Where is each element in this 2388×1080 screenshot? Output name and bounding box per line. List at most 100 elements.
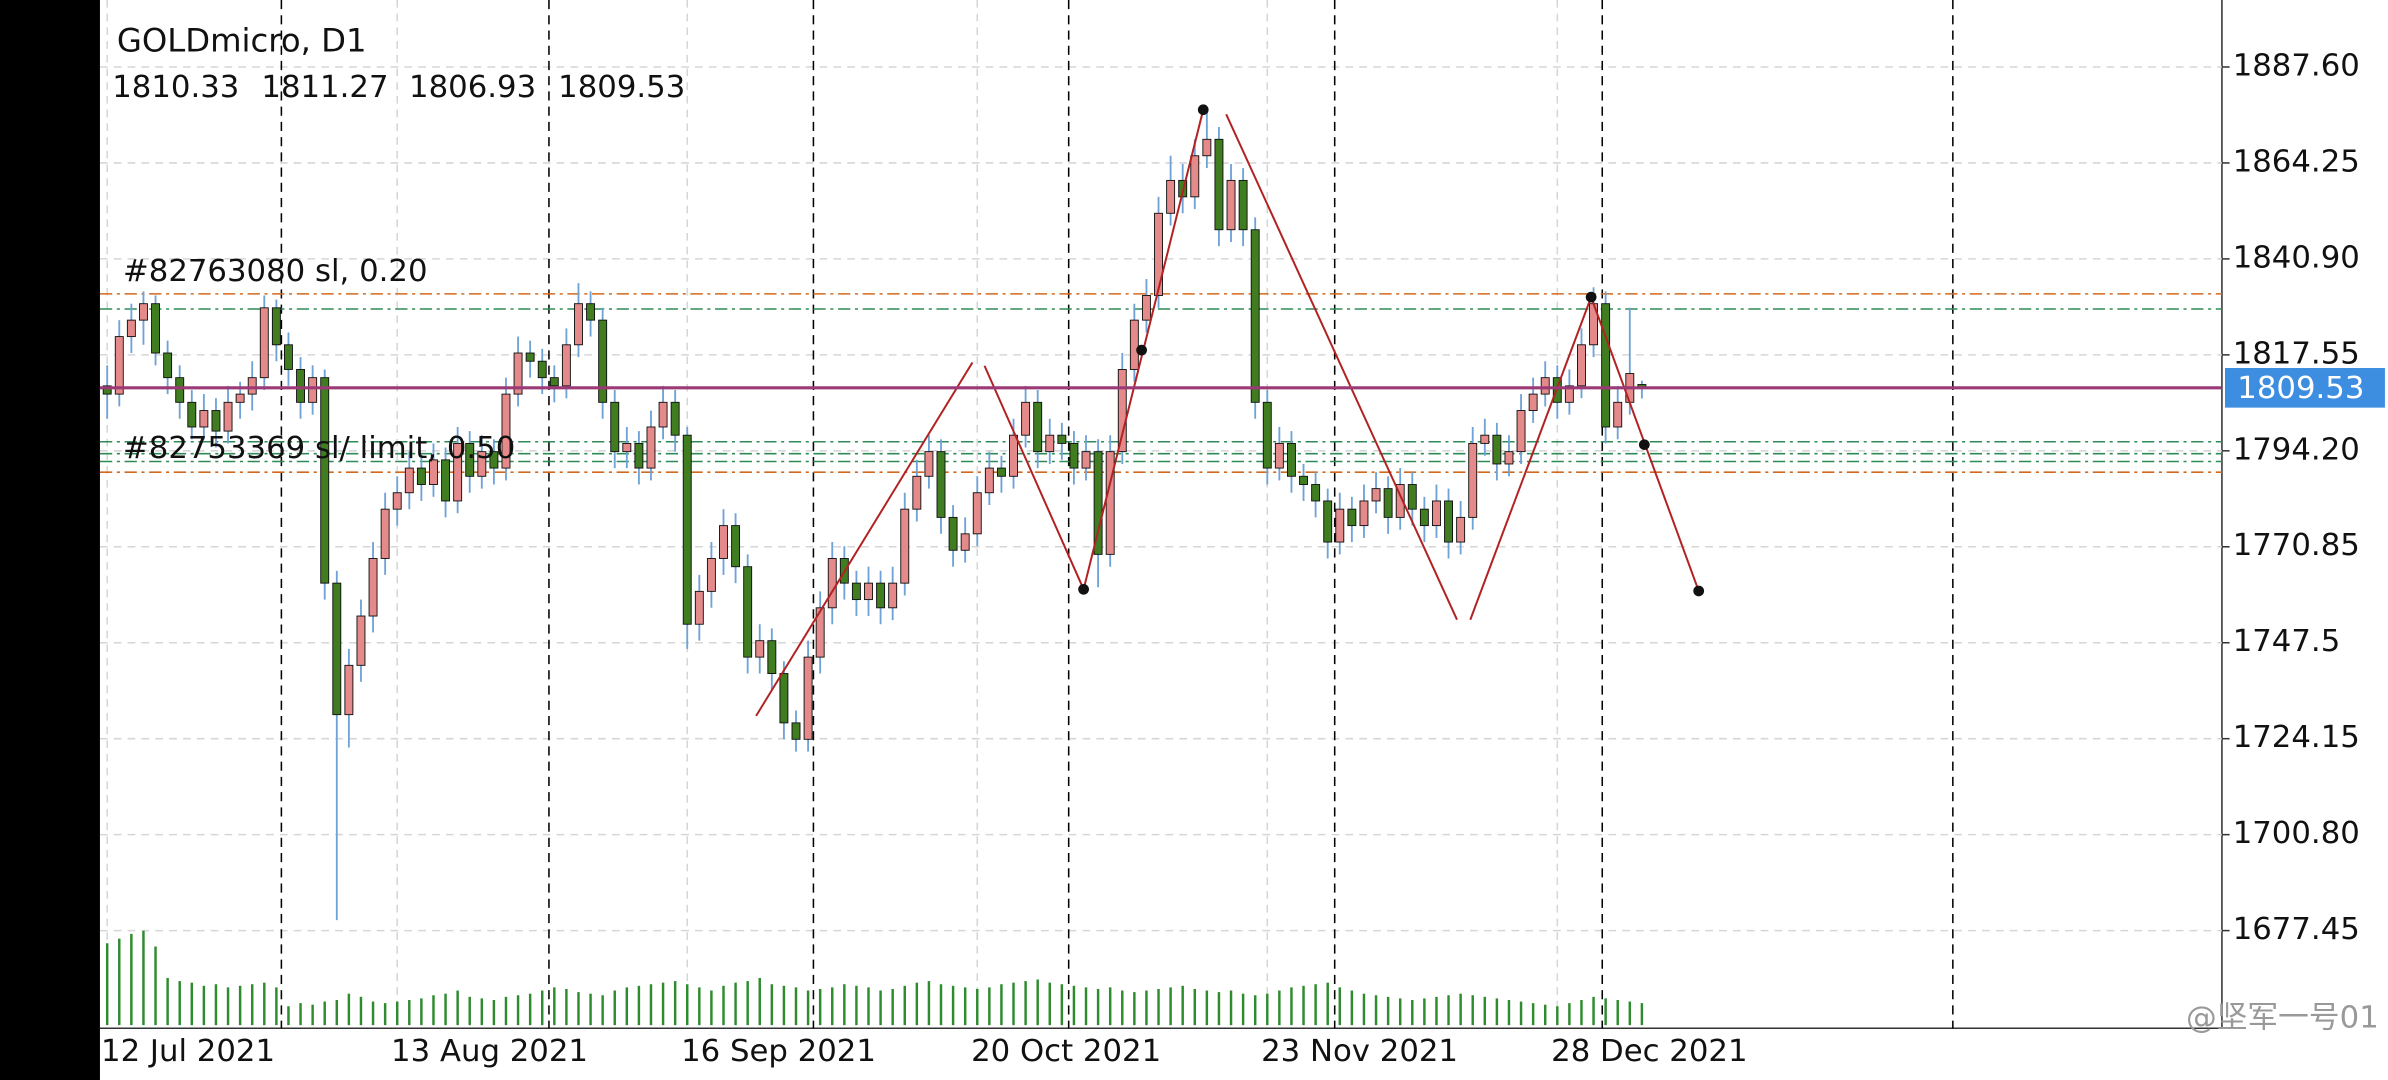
candle-body [767, 640, 777, 675]
candle-body [1516, 410, 1526, 453]
candle-body [779, 673, 789, 724]
pivot-point [1078, 583, 1089, 595]
y-tick-label: 1747.5 [2233, 624, 2341, 659]
candle-body [743, 566, 753, 658]
y-tick-label: 1817.55 [2233, 336, 2360, 371]
candle-body [646, 426, 656, 469]
candle-body [537, 360, 547, 379]
candle-body [1141, 295, 1151, 321]
candle-body [151, 303, 160, 354]
left-bar [0, 0, 100, 1080]
candle-body [380, 508, 390, 559]
plot [99, 0, 2230, 1029]
candle-body [1202, 138, 1212, 157]
candle-body [368, 558, 378, 617]
y-tick-label: 1794.20 [2233, 432, 2360, 467]
candle-body [1492, 434, 1502, 465]
candle-body [912, 475, 922, 510]
candle-body [1347, 508, 1357, 527]
y-tick-label: 1700.80 [2233, 816, 2360, 851]
candle-body [1601, 303, 1611, 428]
y-tick-label: 1770.85 [2233, 528, 2360, 563]
candle-body [719, 525, 728, 559]
candle-body [404, 467, 414, 494]
candle-body [1154, 212, 1163, 296]
candle-body [791, 722, 801, 740]
candle-body [429, 459, 438, 485]
candle-body [525, 352, 535, 362]
candle-body [211, 410, 221, 432]
candle-body [658, 401, 668, 428]
y-tick-label: 1840.90 [2233, 240, 2360, 275]
candle-body [489, 451, 499, 469]
candle-body [1468, 442, 1478, 518]
candle-body [199, 410, 209, 428]
candle-body [1359, 500, 1369, 527]
candle-body [803, 656, 813, 740]
candle-body [344, 664, 354, 716]
candle-body [1250, 229, 1260, 403]
price-tag [2225, 368, 2385, 408]
candle-body [574, 303, 583, 346]
candle-body [706, 558, 716, 592]
candle-body [1395, 484, 1405, 518]
candle-body [1069, 442, 1079, 469]
candle-body [1081, 451, 1091, 469]
chart-title: GOLDmicro, D1 [117, 22, 367, 60]
candle-body [223, 401, 233, 432]
candle-body [465, 442, 475, 477]
candle-body [561, 344, 571, 387]
open-value: 1810.33 [112, 70, 239, 105]
candle-body [1045, 434, 1055, 453]
x-tick-label: 13 Aug 2021 [391, 1034, 588, 1069]
candle-body [271, 307, 281, 346]
candle-body [126, 319, 136, 338]
low-value: 1806.93 [409, 70, 536, 105]
candle-body [1540, 377, 1550, 395]
candle-body [102, 385, 112, 395]
candle-body [876, 582, 886, 609]
high-value: 1811.27 [261, 70, 388, 105]
candle-body [827, 558, 837, 609]
close-value: 1809.53 [558, 70, 685, 105]
candle-body [1407, 484, 1417, 510]
candle-body [622, 442, 632, 453]
candle-body [1057, 434, 1067, 444]
candle-body [924, 451, 934, 477]
candle-body [815, 607, 825, 658]
candle-body [755, 640, 765, 658]
watermark: @坚军一号01 [2186, 1001, 2379, 1036]
candle-body [1009, 434, 1018, 477]
candle-body [1093, 451, 1103, 555]
candle-body [1166, 179, 1176, 214]
candle-body [453, 442, 463, 502]
candle-body [1190, 155, 1200, 198]
x-tick-label: 20 Oct 2021 [971, 1034, 1161, 1069]
x-tick-label: 12 Jul 2021 [101, 1034, 275, 1069]
x-tick-label: 23 Nov 2021 [1261, 1034, 1458, 1069]
candle-body [175, 377, 185, 403]
candle-body [1613, 401, 1623, 428]
y-tick-label: 1887.60 [2233, 49, 2360, 84]
candle-body [284, 344, 293, 370]
candle-body [888, 582, 898, 609]
candle-body [1262, 401, 1272, 469]
candle-body [477, 451, 487, 477]
candle-body [1117, 368, 1127, 453]
trendline [1225, 113, 1458, 621]
candle-body [1299, 475, 1308, 485]
candle-body [1311, 484, 1321, 502]
pivot-point [1693, 585, 1705, 597]
candle-body [187, 401, 197, 428]
candle-body [598, 319, 608, 403]
trendline [1469, 296, 1593, 621]
pivot-point [1585, 291, 1597, 303]
candle-body [1021, 401, 1031, 436]
candle-body [586, 303, 596, 321]
order-label: #82763080 sl, 0.20 [123, 254, 428, 289]
trendline [983, 365, 1085, 590]
candle-body [731, 525, 741, 568]
candle-body [936, 451, 946, 518]
candle-body [1383, 488, 1393, 518]
y-tick-label: 1724.15 [2233, 720, 2360, 755]
